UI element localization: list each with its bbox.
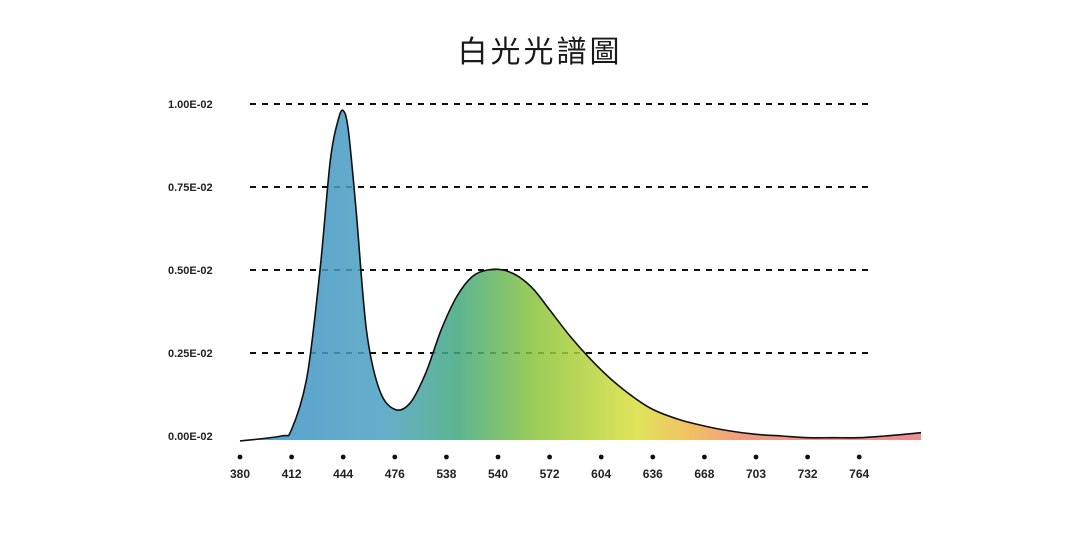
x-tick-label: 540 xyxy=(488,467,508,481)
x-tick-label: 444 xyxy=(333,467,353,481)
y-tick-label: 0.00E-02 xyxy=(168,431,213,443)
x-tick-mark xyxy=(495,454,501,460)
x-tick-label: 668 xyxy=(694,467,714,481)
x-tick-label: 703 xyxy=(746,467,766,481)
x-tick-mark xyxy=(598,454,604,460)
x-tick-label: 380 xyxy=(230,467,250,481)
x-tick-mark xyxy=(340,454,346,460)
x-tick-label: 476 xyxy=(385,467,405,481)
gridlines xyxy=(250,103,872,354)
x-tick-mark xyxy=(702,454,707,460)
x-tick-mark xyxy=(856,454,862,460)
x-tick-mark xyxy=(547,454,552,460)
spectrum-line xyxy=(239,109,922,442)
x-tick-label: 636 xyxy=(643,467,663,481)
y-tick-label: 0.75E-02 xyxy=(168,182,213,194)
y-tick-label: 0.50E-02 xyxy=(168,265,213,277)
x-tick-label: 764 xyxy=(849,467,869,481)
y-tick-label: 1.00E-02 xyxy=(168,99,213,111)
spectrum-area xyxy=(240,110,922,442)
x-tick-label: 412 xyxy=(282,467,302,481)
x-tick-mark xyxy=(753,454,759,460)
y-tick-label: 0.25E-02 xyxy=(168,348,213,360)
x-tick-mark xyxy=(237,454,243,460)
x-tick-mark xyxy=(289,454,294,460)
x-tick-mark xyxy=(392,454,398,460)
x-tick-mark xyxy=(444,454,449,460)
x-tick-label: 572 xyxy=(540,467,560,481)
x-axis: 380 412 444 476 538 540 572 604 636 668 703 732 764 xyxy=(230,454,870,481)
y-axis: 0.00E-02 0.25E-02 0.50E-02 0.75E-02 1.00E-02 xyxy=(168,99,213,443)
x-tick-label: 732 xyxy=(798,467,818,481)
x-tick-mark xyxy=(805,454,810,460)
x-tick-label: 538 xyxy=(436,467,456,481)
chart-title: 白光光譜圖 xyxy=(458,35,623,70)
x-tick-mark xyxy=(650,454,656,460)
x-tick-label: 604 xyxy=(591,467,611,481)
